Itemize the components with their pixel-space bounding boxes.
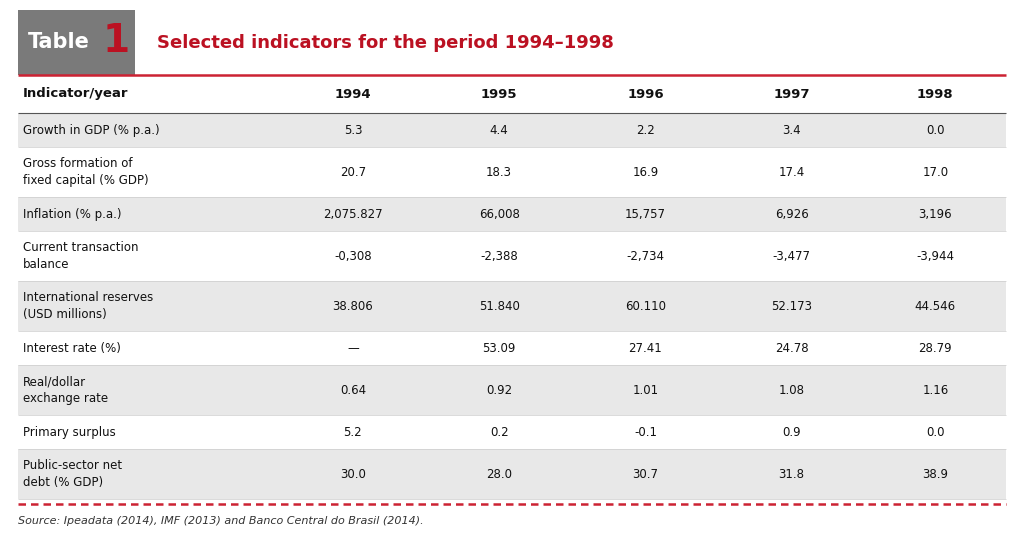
Text: 1995: 1995 bbox=[481, 88, 517, 100]
Text: 20.7: 20.7 bbox=[340, 166, 366, 179]
Text: 53.09: 53.09 bbox=[482, 342, 516, 355]
Text: Inflation (% p.a.): Inflation (% p.a.) bbox=[23, 208, 122, 221]
Text: 5.3: 5.3 bbox=[344, 124, 362, 137]
Text: Gross formation of
fixed capital (% GDP): Gross formation of fixed capital (% GDP) bbox=[23, 157, 148, 187]
Text: 0.92: 0.92 bbox=[486, 384, 512, 397]
Text: 28.79: 28.79 bbox=[919, 342, 952, 355]
Text: 2,075.827: 2,075.827 bbox=[324, 208, 383, 221]
Text: 1.08: 1.08 bbox=[778, 384, 805, 397]
Bar bbox=[18, 113, 1006, 147]
Text: 1996: 1996 bbox=[627, 88, 664, 100]
Text: —: — bbox=[347, 342, 358, 355]
Text: 31.8: 31.8 bbox=[778, 468, 805, 481]
Text: 6,926: 6,926 bbox=[775, 208, 809, 221]
Text: 2.2: 2.2 bbox=[636, 124, 654, 137]
Text: 66,008: 66,008 bbox=[478, 208, 519, 221]
Text: Selected indicators for the period 1994–1998: Selected indicators for the period 1994–… bbox=[157, 33, 613, 51]
Text: 0.64: 0.64 bbox=[340, 384, 366, 397]
Text: -3,477: -3,477 bbox=[772, 250, 811, 263]
Bar bbox=[18, 331, 1006, 365]
Text: 24.78: 24.78 bbox=[775, 342, 808, 355]
Text: 28.0: 28.0 bbox=[486, 468, 512, 481]
Bar bbox=[18, 449, 1006, 499]
Text: 0.2: 0.2 bbox=[489, 426, 509, 439]
Bar bbox=[18, 10, 135, 75]
Text: 1998: 1998 bbox=[918, 88, 953, 100]
Text: 0.9: 0.9 bbox=[782, 426, 801, 439]
Text: 3.4: 3.4 bbox=[782, 124, 801, 137]
Bar bbox=[18, 415, 1006, 449]
Text: -2,388: -2,388 bbox=[480, 250, 518, 263]
Bar bbox=[18, 197, 1006, 232]
Text: -3,944: -3,944 bbox=[916, 250, 954, 263]
Text: International reserves
(USD millions): International reserves (USD millions) bbox=[23, 291, 154, 321]
Text: -0.1: -0.1 bbox=[634, 426, 656, 439]
Text: 0.0: 0.0 bbox=[926, 426, 944, 439]
Text: 51.840: 51.840 bbox=[478, 300, 519, 312]
Text: Interest rate (%): Interest rate (%) bbox=[23, 342, 121, 355]
Text: 60.110: 60.110 bbox=[625, 300, 666, 312]
Bar bbox=[18, 147, 1006, 197]
Text: 4.4: 4.4 bbox=[489, 124, 509, 137]
Text: 0.0: 0.0 bbox=[926, 124, 944, 137]
Text: 1997: 1997 bbox=[773, 88, 810, 100]
Text: Source: Ipeadata (2014), IMF (2013) and Banco Central do Brasil (2014).: Source: Ipeadata (2014), IMF (2013) and … bbox=[18, 516, 424, 526]
Text: 1.16: 1.16 bbox=[923, 384, 948, 397]
Text: 18.3: 18.3 bbox=[486, 166, 512, 179]
Text: -0,308: -0,308 bbox=[334, 250, 372, 263]
Text: 16.9: 16.9 bbox=[632, 166, 658, 179]
Text: 3,196: 3,196 bbox=[919, 208, 952, 221]
Text: 44.546: 44.546 bbox=[914, 300, 956, 312]
Text: Public-sector net
debt (% GDP): Public-sector net debt (% GDP) bbox=[23, 459, 122, 489]
Text: Real/dollar
exchange rate: Real/dollar exchange rate bbox=[23, 375, 109, 405]
Text: Indicator/year: Indicator/year bbox=[23, 88, 128, 100]
Text: 38.9: 38.9 bbox=[923, 468, 948, 481]
Text: 1.01: 1.01 bbox=[632, 384, 658, 397]
Text: 38.806: 38.806 bbox=[333, 300, 374, 312]
Bar bbox=[18, 281, 1006, 331]
Bar bbox=[18, 75, 1006, 113]
Bar bbox=[18, 232, 1006, 281]
Text: 5.2: 5.2 bbox=[344, 426, 362, 439]
Text: Current transaction
balance: Current transaction balance bbox=[23, 241, 138, 271]
Text: 1: 1 bbox=[103, 21, 130, 59]
Text: 1994: 1994 bbox=[335, 88, 372, 100]
Bar bbox=[18, 365, 1006, 415]
Text: 52.173: 52.173 bbox=[771, 300, 812, 312]
Text: Primary surplus: Primary surplus bbox=[23, 426, 116, 439]
Text: 15,757: 15,757 bbox=[625, 208, 666, 221]
Text: Growth in GDP (% p.a.): Growth in GDP (% p.a.) bbox=[23, 124, 160, 137]
Text: 17.4: 17.4 bbox=[778, 166, 805, 179]
Text: 17.0: 17.0 bbox=[923, 166, 948, 179]
Text: -2,734: -2,734 bbox=[627, 250, 665, 263]
Text: 27.41: 27.41 bbox=[629, 342, 663, 355]
Text: 30.7: 30.7 bbox=[633, 468, 658, 481]
Text: 30.0: 30.0 bbox=[340, 468, 366, 481]
Text: Table: Table bbox=[28, 33, 90, 52]
